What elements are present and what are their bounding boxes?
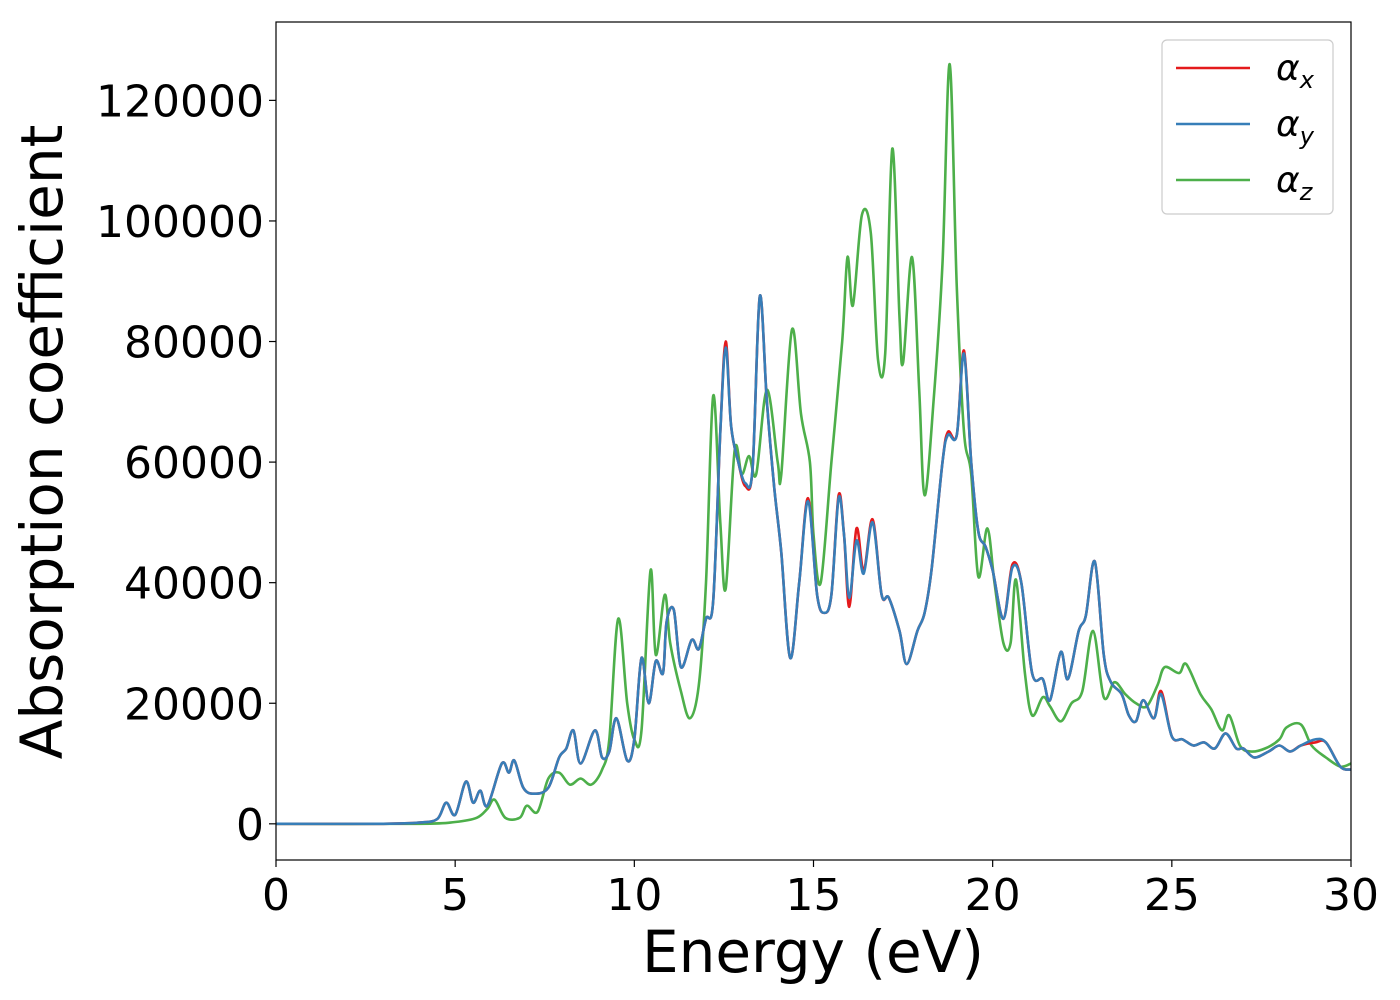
x-tick-label: 5 — [441, 870, 469, 921]
x-tick-label: 20 — [965, 870, 1021, 921]
x-tick-label: 10 — [606, 870, 662, 921]
y-tick-label: 40000 — [124, 559, 264, 610]
series-lines — [275, 62, 1352, 826]
x-tick-label: 30 — [1323, 870, 1379, 921]
x-tick-label: 15 — [786, 870, 842, 921]
series-line-y — [275, 294, 1352, 826]
legend-box — [1161, 39, 1334, 215]
y-tick-label: 80000 — [124, 318, 264, 369]
x-axis-title: Energy (eV) — [642, 918, 984, 986]
y-tick-label: 100000 — [96, 197, 264, 248]
series-line-z — [275, 62, 1352, 826]
y-tick-label: 60000 — [124, 438, 264, 489]
axis-ticks: 0 5 10 15 20 25 30 0 20000 40000 60000 80000 100000 1… — [96, 76, 1379, 921]
y-tick-label: 120000 — [96, 76, 264, 127]
y-tick-label: 0 — [236, 800, 264, 851]
y-tick-label: 20000 — [124, 679, 264, 730]
y-axis-title: Absorption coefficient — [8, 125, 76, 760]
x-tick-label: 25 — [1144, 870, 1200, 921]
x-tick-label: 0 — [262, 870, 290, 921]
plot-frame — [275, 21, 1352, 861]
